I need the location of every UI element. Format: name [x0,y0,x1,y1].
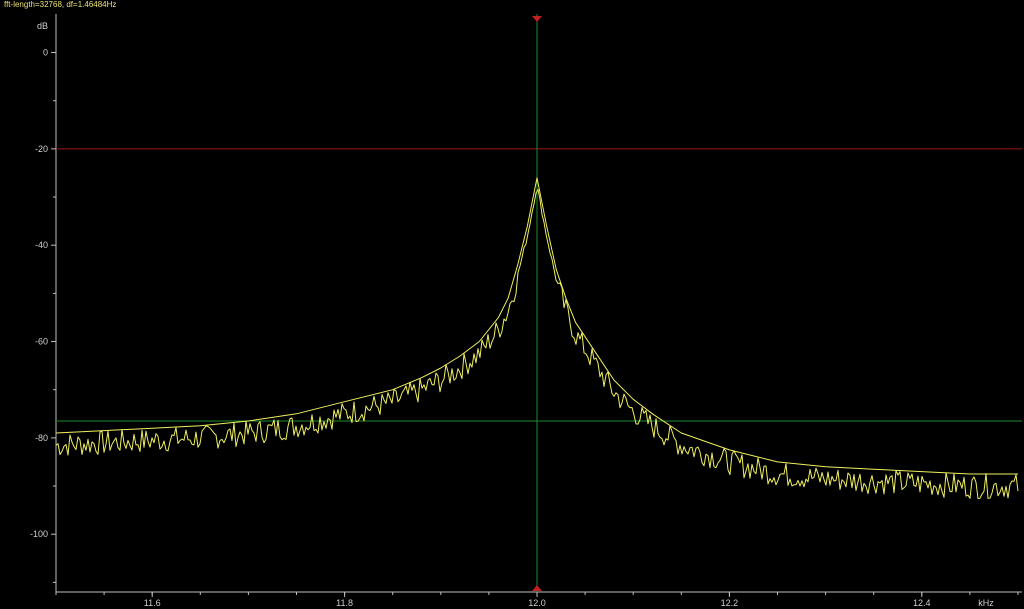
x-tick-label: 11.6 [144,598,161,608]
x-axis-label: kHz [978,598,994,608]
y-axis-label: dB [37,21,48,31]
y-tick-label: -60 [35,337,48,347]
y-tick-label: -80 [35,433,48,443]
y-tick-label: -100 [30,529,48,539]
y-tick-label: -20 [35,144,48,154]
x-tick-label: 12.2 [721,598,739,608]
cursors [56,14,1022,592]
fft-info-label: fft-length=32768, df=1.46484Hz [4,0,117,9]
top-cursor-marker [532,16,542,22]
y-tick-label: 0 [43,48,48,58]
bottom-cursor-marker [532,585,542,591]
ticks: 0 -20 -40 -60 -80 -100 dB 11.6 11.8 12.0 12.2 12.4 k… [30,21,1019,608]
x-tick-label: 12.4 [913,598,931,608]
axes [55,14,1022,593]
x-tick-label: 11.8 [336,598,353,608]
x-tick-label: 12.0 [528,598,546,608]
series-line-1 [55,177,1018,475]
series [55,177,1019,499]
y-tick-label: -40 [35,240,48,250]
series-line-2 [55,189,1019,499]
